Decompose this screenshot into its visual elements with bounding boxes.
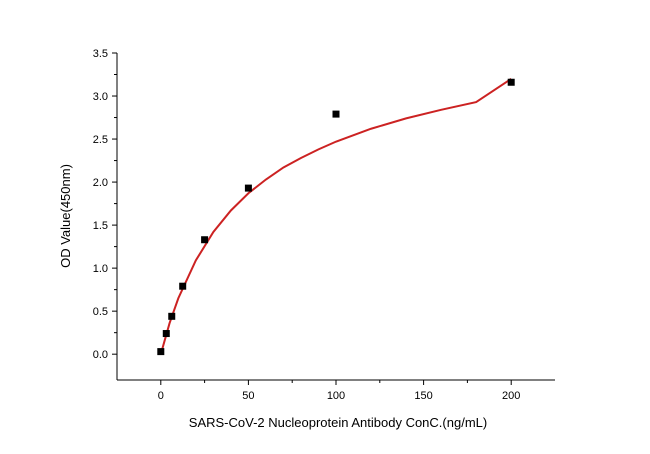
- x-tick-label: 0: [158, 390, 164, 402]
- data-point: [201, 236, 209, 244]
- fit-curve-group: [159, 77, 512, 355]
- data-point: [168, 312, 176, 320]
- data-point: [179, 282, 187, 290]
- fit-curve-line: [159, 77, 512, 355]
- y-tick-label: 0.5: [93, 306, 108, 318]
- y-tick-label: 3.5: [93, 48, 108, 60]
- data-points: [157, 78, 515, 356]
- data-point: [507, 78, 515, 86]
- data-point: [162, 330, 170, 338]
- data-point: [332, 110, 340, 118]
- y-tick-label: 2.5: [93, 134, 108, 146]
- x-axis-title: SARS-CoV-2 Nucleoprotein Antibody ConC.(…: [189, 415, 487, 430]
- x-tick-label: 150: [414, 390, 432, 402]
- y-axis-title: OD Value(450nm): [58, 164, 73, 268]
- y-tick-label: 1.0: [93, 263, 108, 275]
- axes: 0.0 0.5 1.0 1.5 2.0 2.5 3.0 3.5 0 50 100 150 200: [93, 48, 555, 402]
- data-point: [244, 184, 252, 192]
- x-tick-label: 50: [242, 390, 254, 402]
- y-tick-label: 3.0: [93, 91, 108, 103]
- y-tick-label: 0.0: [93, 349, 108, 361]
- y-tick-label: 2.0: [93, 177, 108, 189]
- data-point: [157, 348, 165, 356]
- x-tick-label: 100: [327, 390, 345, 402]
- y-tick-label: 1.5: [93, 220, 108, 232]
- x-tick-label: 200: [502, 390, 520, 402]
